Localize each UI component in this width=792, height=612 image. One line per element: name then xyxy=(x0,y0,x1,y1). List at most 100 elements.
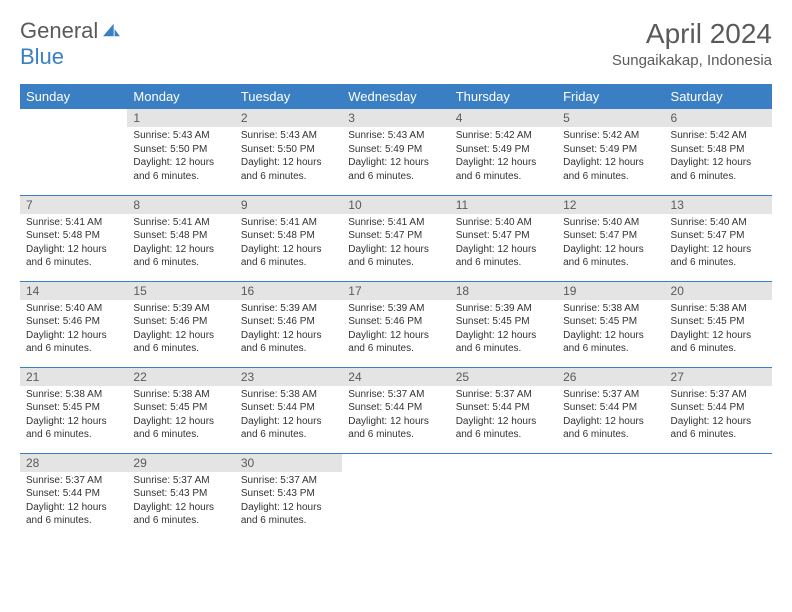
calendar-body: 1Sunrise: 5:43 AMSunset: 5:50 PMDaylight… xyxy=(20,109,772,539)
calendar-cell: 16Sunrise: 5:39 AMSunset: 5:46 PMDayligh… xyxy=(235,281,342,367)
calendar-cell: 24Sunrise: 5:37 AMSunset: 5:44 PMDayligh… xyxy=(342,367,449,453)
day-number: 30 xyxy=(235,454,342,472)
day-details: Sunrise: 5:40 AMSunset: 5:46 PMDaylight:… xyxy=(20,300,127,360)
day-number: 28 xyxy=(20,454,127,472)
calendar-row: 28Sunrise: 5:37 AMSunset: 5:44 PMDayligh… xyxy=(20,453,772,539)
day-details: Sunrise: 5:42 AMSunset: 5:48 PMDaylight:… xyxy=(665,127,772,187)
day-details: Sunrise: 5:37 AMSunset: 5:44 PMDaylight:… xyxy=(342,386,449,446)
day-details: Sunrise: 5:37 AMSunset: 5:44 PMDaylight:… xyxy=(450,386,557,446)
title-block: April 2024 Sungaikakap, Indonesia xyxy=(612,18,772,69)
calendar-cell-empty xyxy=(450,453,557,539)
day-details: Sunrise: 5:42 AMSunset: 5:49 PMDaylight:… xyxy=(450,127,557,187)
day-details: Sunrise: 5:39 AMSunset: 5:46 PMDaylight:… xyxy=(342,300,449,360)
calendar-cell: 7Sunrise: 5:41 AMSunset: 5:48 PMDaylight… xyxy=(20,195,127,281)
calendar-cell: 4Sunrise: 5:42 AMSunset: 5:49 PMDaylight… xyxy=(450,109,557,195)
calendar-cell: 8Sunrise: 5:41 AMSunset: 5:48 PMDaylight… xyxy=(127,195,234,281)
calendar-cell: 14Sunrise: 5:40 AMSunset: 5:46 PMDayligh… xyxy=(20,281,127,367)
calendar-table: SundayMondayTuesdayWednesdayThursdayFrid… xyxy=(20,84,772,539)
weekday-header-row: SundayMondayTuesdayWednesdayThursdayFrid… xyxy=(20,84,772,109)
day-number: 4 xyxy=(450,109,557,127)
calendar-cell: 22Sunrise: 5:38 AMSunset: 5:45 PMDayligh… xyxy=(127,367,234,453)
month-title: April 2024 xyxy=(612,18,772,50)
day-number: 9 xyxy=(235,196,342,214)
day-details: Sunrise: 5:38 AMSunset: 5:45 PMDaylight:… xyxy=(557,300,664,360)
calendar-cell: 13Sunrise: 5:40 AMSunset: 5:47 PMDayligh… xyxy=(665,195,772,281)
calendar-cell: 26Sunrise: 5:37 AMSunset: 5:44 PMDayligh… xyxy=(557,367,664,453)
calendar-cell: 15Sunrise: 5:39 AMSunset: 5:46 PMDayligh… xyxy=(127,281,234,367)
calendar-cell: 30Sunrise: 5:37 AMSunset: 5:43 PMDayligh… xyxy=(235,453,342,539)
calendar-cell: 23Sunrise: 5:38 AMSunset: 5:44 PMDayligh… xyxy=(235,367,342,453)
calendar-row: 1Sunrise: 5:43 AMSunset: 5:50 PMDaylight… xyxy=(20,109,772,195)
calendar-cell: 21Sunrise: 5:38 AMSunset: 5:45 PMDayligh… xyxy=(20,367,127,453)
calendar-cell: 9Sunrise: 5:41 AMSunset: 5:48 PMDaylight… xyxy=(235,195,342,281)
day-details: Sunrise: 5:43 AMSunset: 5:49 PMDaylight:… xyxy=(342,127,449,187)
day-number: 10 xyxy=(342,196,449,214)
day-number: 22 xyxy=(127,368,234,386)
day-details: Sunrise: 5:37 AMSunset: 5:44 PMDaylight:… xyxy=(557,386,664,446)
calendar-cell: 20Sunrise: 5:38 AMSunset: 5:45 PMDayligh… xyxy=(665,281,772,367)
header: GeneralBlue April 2024 Sungaikakap, Indo… xyxy=(20,18,772,70)
weekday-header: Tuesday xyxy=(235,84,342,109)
day-details: Sunrise: 5:37 AMSunset: 5:43 PMDaylight:… xyxy=(127,472,234,532)
day-number: 15 xyxy=(127,282,234,300)
day-number: 20 xyxy=(665,282,772,300)
day-number: 3 xyxy=(342,109,449,127)
day-details: Sunrise: 5:40 AMSunset: 5:47 PMDaylight:… xyxy=(557,214,664,274)
day-details: Sunrise: 5:40 AMSunset: 5:47 PMDaylight:… xyxy=(665,214,772,274)
calendar-cell: 1Sunrise: 5:43 AMSunset: 5:50 PMDaylight… xyxy=(127,109,234,195)
day-details: Sunrise: 5:38 AMSunset: 5:45 PMDaylight:… xyxy=(665,300,772,360)
location-label: Sungaikakap, Indonesia xyxy=(612,52,772,69)
day-number: 25 xyxy=(450,368,557,386)
calendar-row: 14Sunrise: 5:40 AMSunset: 5:46 PMDayligh… xyxy=(20,281,772,367)
day-number: 17 xyxy=(342,282,449,300)
calendar-row: 7Sunrise: 5:41 AMSunset: 5:48 PMDaylight… xyxy=(20,195,772,281)
day-details: Sunrise: 5:39 AMSunset: 5:45 PMDaylight:… xyxy=(450,300,557,360)
calendar-cell: 5Sunrise: 5:42 AMSunset: 5:49 PMDaylight… xyxy=(557,109,664,195)
weekday-header: Thursday xyxy=(450,84,557,109)
day-details: Sunrise: 5:43 AMSunset: 5:50 PMDaylight:… xyxy=(127,127,234,187)
day-details: Sunrise: 5:38 AMSunset: 5:44 PMDaylight:… xyxy=(235,386,342,446)
day-details: Sunrise: 5:41 AMSunset: 5:47 PMDaylight:… xyxy=(342,214,449,274)
logo-sail-icon xyxy=(100,22,122,38)
calendar-cell: 29Sunrise: 5:37 AMSunset: 5:43 PMDayligh… xyxy=(127,453,234,539)
day-number: 8 xyxy=(127,196,234,214)
calendar-cell: 17Sunrise: 5:39 AMSunset: 5:46 PMDayligh… xyxy=(342,281,449,367)
weekday-header: Saturday xyxy=(665,84,772,109)
day-number: 29 xyxy=(127,454,234,472)
day-number: 11 xyxy=(450,196,557,214)
logo-text-a: General xyxy=(20,18,98,43)
day-details: Sunrise: 5:41 AMSunset: 5:48 PMDaylight:… xyxy=(20,214,127,274)
calendar-cell-empty xyxy=(557,453,664,539)
day-details: Sunrise: 5:39 AMSunset: 5:46 PMDaylight:… xyxy=(235,300,342,360)
day-number: 1 xyxy=(127,109,234,127)
day-details: Sunrise: 5:41 AMSunset: 5:48 PMDaylight:… xyxy=(127,214,234,274)
day-number: 21 xyxy=(20,368,127,386)
day-number: 18 xyxy=(450,282,557,300)
day-number: 12 xyxy=(557,196,664,214)
logo-text-b: Blue xyxy=(20,44,64,69)
day-number: 5 xyxy=(557,109,664,127)
day-number: 16 xyxy=(235,282,342,300)
day-number: 7 xyxy=(20,196,127,214)
calendar-cell: 12Sunrise: 5:40 AMSunset: 5:47 PMDayligh… xyxy=(557,195,664,281)
calendar-cell: 28Sunrise: 5:37 AMSunset: 5:44 PMDayligh… xyxy=(20,453,127,539)
calendar-row: 21Sunrise: 5:38 AMSunset: 5:45 PMDayligh… xyxy=(20,367,772,453)
weekday-header: Friday xyxy=(557,84,664,109)
day-details: Sunrise: 5:38 AMSunset: 5:45 PMDaylight:… xyxy=(20,386,127,446)
calendar-cell: 19Sunrise: 5:38 AMSunset: 5:45 PMDayligh… xyxy=(557,281,664,367)
day-details: Sunrise: 5:43 AMSunset: 5:50 PMDaylight:… xyxy=(235,127,342,187)
calendar-cell: 25Sunrise: 5:37 AMSunset: 5:44 PMDayligh… xyxy=(450,367,557,453)
day-details: Sunrise: 5:37 AMSunset: 5:44 PMDaylight:… xyxy=(20,472,127,532)
day-number: 2 xyxy=(235,109,342,127)
weekday-header: Sunday xyxy=(20,84,127,109)
calendar-cell-empty xyxy=(342,453,449,539)
day-details: Sunrise: 5:38 AMSunset: 5:45 PMDaylight:… xyxy=(127,386,234,446)
day-number: 24 xyxy=(342,368,449,386)
calendar-cell: 10Sunrise: 5:41 AMSunset: 5:47 PMDayligh… xyxy=(342,195,449,281)
day-details: Sunrise: 5:39 AMSunset: 5:46 PMDaylight:… xyxy=(127,300,234,360)
calendar-cell: 18Sunrise: 5:39 AMSunset: 5:45 PMDayligh… xyxy=(450,281,557,367)
calendar-cell: 3Sunrise: 5:43 AMSunset: 5:49 PMDaylight… xyxy=(342,109,449,195)
logo: GeneralBlue xyxy=(20,18,122,70)
calendar-cell-empty xyxy=(665,453,772,539)
day-details: Sunrise: 5:40 AMSunset: 5:47 PMDaylight:… xyxy=(450,214,557,274)
